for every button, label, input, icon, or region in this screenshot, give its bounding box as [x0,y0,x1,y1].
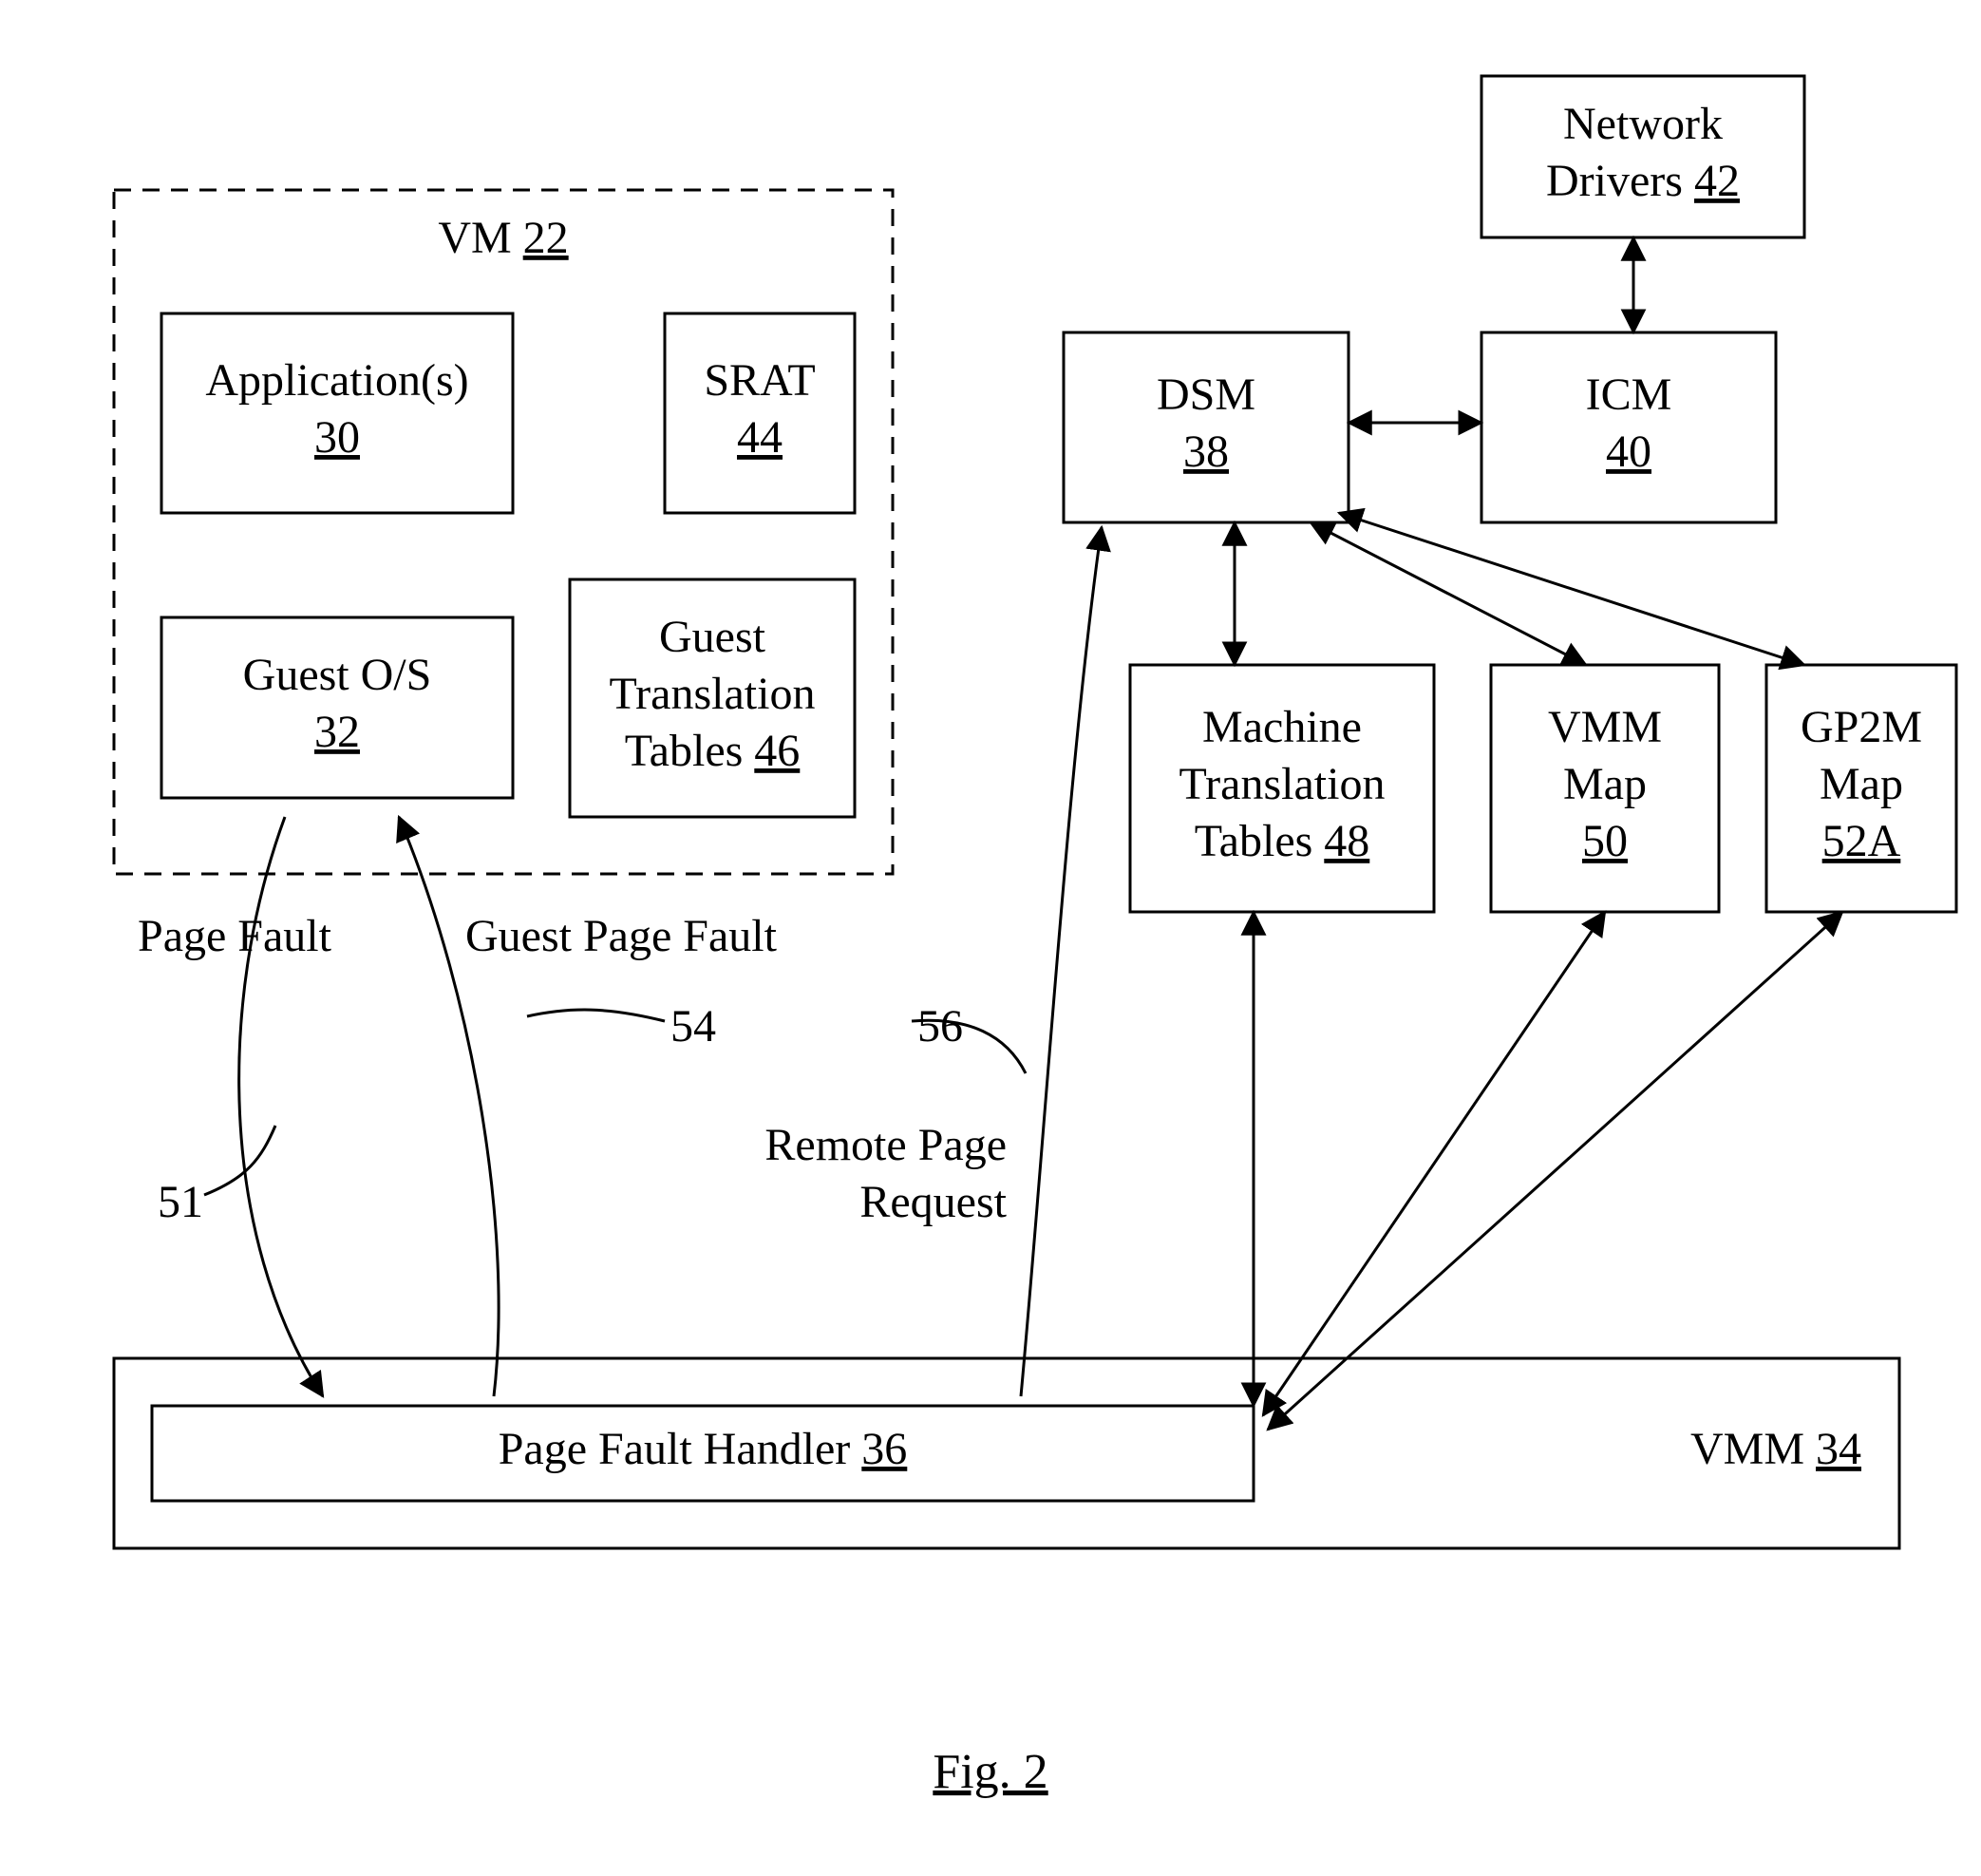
box-gtt: Guest Translation Tables 46 [570,579,855,817]
arrow-dsm_vmmmap [1311,522,1586,665]
mtt-label-2: Tables 48 [1195,816,1370,866]
arrow-pfh_vmmmap [1263,912,1605,1415]
gtt-num: 46 [754,726,800,776]
vmm_map-label-0: VMM [1548,702,1662,752]
box-guest_os: Guest O/S 32 [161,617,513,798]
label-guest_page_fault: Guest Page Fault [465,911,778,961]
gtt-label-1: Translation [610,669,816,719]
label-n54: 54 [670,1001,716,1052]
vmm-title: VMM 34 [1690,1424,1861,1474]
netdrv-label-1: Drivers 42 [1546,156,1740,206]
label-remote_req2: Request [859,1177,1007,1227]
box-vmm_map: VMM Map 50 [1491,665,1719,912]
dsm-num: 38 [1183,426,1229,477]
arrow-pfh_gp2m [1268,912,1842,1430]
guest_os-label-0: Guest O/S [243,650,432,700]
gtt-label-0: Guest [659,612,766,662]
curve-gpf_up [399,817,499,1396]
label-page_fault: Page Fault [138,911,332,961]
vmm_map-num: 50 [1582,816,1628,866]
icm-label-0: ICM [1586,370,1672,420]
box-dsm: DSM 38 [1064,332,1349,522]
box-mtt: Machine Translation Tables 48 [1130,665,1434,912]
srat-label-0: SRAT [704,355,815,406]
label-n51: 51 [158,1177,203,1227]
pfh-title: Page Fault Handler 36 [499,1424,908,1474]
gtt-label-2: Tables 46 [625,726,801,776]
apps-num: 30 [314,412,360,463]
netdrv-num: 42 [1694,156,1740,206]
vmm_map-label-1: Map [1563,759,1647,809]
figure-caption: Fig. 2 [933,1745,1047,1799]
mtt-label-0: Machine [1202,702,1362,752]
curve-rpr [1021,527,1102,1396]
srat-num: 44 [737,412,783,463]
box-gp2m: GP2M Map 52A [1766,665,1956,912]
apps-label-0: Application(s) [205,355,468,406]
arrow-dsm_gp2m [1339,513,1804,665]
diagram-canvas: VM 22Application(s)30SRAT44Guest O/S32Gu… [0,0,1981,1876]
vm-title: VM 22 [438,213,568,263]
netdrv-label-0: Network [1563,99,1723,149]
box-srat: SRAT 44 [665,313,855,513]
label-n56: 56 [917,1001,963,1052]
box-pfh: Page Fault Handler 36 [152,1406,1254,1501]
label-remote_req1: Remote Page [764,1120,1007,1170]
curve-lead54 [527,1010,665,1021]
mtt-label-1: Translation [1179,759,1386,809]
gp2m-num: 52A [1822,816,1901,866]
box-apps: Application(s) 30 [161,313,513,513]
icm-num: 40 [1606,426,1651,477]
box-icm: ICM 40 [1481,332,1776,522]
guest_os-num: 32 [314,707,360,757]
dsm-label-0: DSM [1157,370,1255,420]
mtt-num: 48 [1324,816,1369,866]
curve-pf_down [239,817,323,1396]
gp2m-label-0: GP2M [1801,702,1922,752]
box-netdrv: Network Drivers 42 [1481,76,1804,237]
gp2m-label-1: Map [1820,759,1903,809]
